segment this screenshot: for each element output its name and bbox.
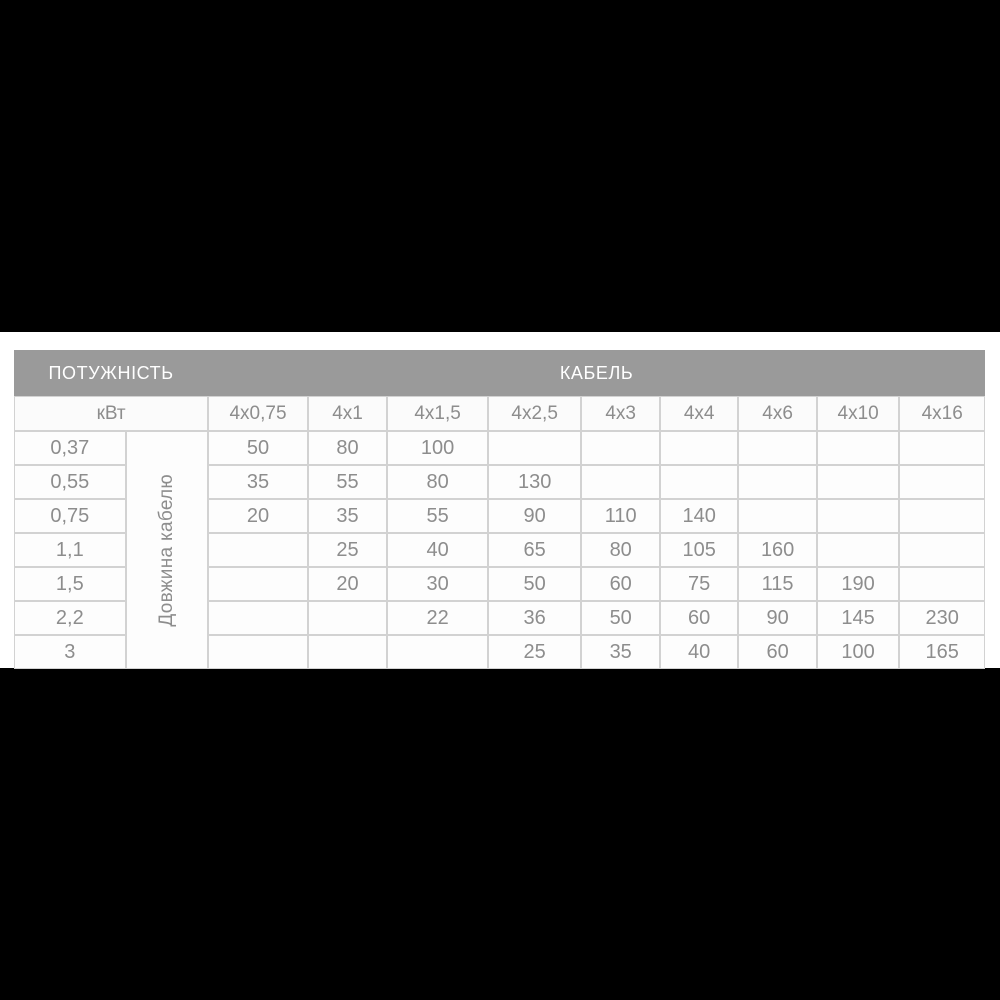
sub-header-cable-4: 4х3 (581, 396, 660, 431)
content-band: ПОТУЖНІСТЬ КАБЕЛЬ кВт 4х0,75 4х1 4х1,5 4… (0, 332, 1000, 669)
cell-4-3: 50 (487, 567, 582, 601)
cell-3-2: 40 (387, 533, 488, 567)
row-power-6: 3 (14, 635, 126, 669)
cell-6-2 (387, 635, 488, 669)
sub-header-row: кВт 4х0,75 4х1 4х1,5 4х2,5 4х3 4х4 4х6 4… (14, 396, 985, 431)
cell-1-3: 130 (487, 465, 582, 499)
cell-2-1: 35 (307, 499, 388, 533)
cell-4-6: 115 (738, 567, 817, 601)
row-power-1: 0,55 (14, 465, 126, 499)
table-row: 0,37 Довжина кабелю 50 80 100 (14, 431, 985, 669)
cell-3-1: 25 (307, 533, 388, 567)
cell-6-4: 35 (581, 635, 660, 669)
cell-5-6: 90 (738, 601, 817, 635)
cell-4-1: 20 (307, 567, 388, 601)
sub-header-cable-6: 4х6 (738, 396, 817, 431)
cell-1-0: 35 (208, 465, 308, 499)
cell-3-6: 160 (738, 533, 817, 567)
cell-2-4: 110 (581, 499, 660, 533)
cell-3-0 (208, 533, 308, 567)
table-body: 0,37 Довжина кабелю 50 80 100 (14, 431, 985, 669)
cell-6-8: 165 (899, 635, 985, 669)
cell-3-3: 65 (487, 533, 582, 567)
table-row: 0,75 20 35 55 90 110 140 (14, 499, 985, 533)
table-row: 2,2 22 36 50 60 90 145 230 (14, 601, 985, 635)
cell-4-8 (899, 567, 985, 601)
cell-3-7 (816, 533, 900, 567)
cell-2-0: 20 (208, 499, 308, 533)
row-power-2: 0,75 (14, 499, 126, 533)
group-header-cable: КАБЕЛЬ (208, 350, 985, 396)
cell-6-7: 100 (816, 635, 900, 669)
cell-0-2: 100 (387, 431, 488, 465)
cell-0-1: 80 (307, 431, 388, 465)
cell-0-4 (581, 431, 660, 465)
cell-1-6 (738, 465, 817, 499)
cell-1-5 (659, 465, 739, 499)
cell-0-0: 50 (208, 431, 308, 465)
cell-1-4 (581, 465, 660, 499)
cell-2-7 (816, 499, 900, 533)
cell-6-0 (208, 635, 308, 669)
table-row: 1,5 20 30 50 60 75 115 190 (14, 567, 985, 601)
cable-length-table-wrapper: ПОТУЖНІСТЬ КАБЕЛЬ кВт 4х0,75 4х1 4х1,5 4… (14, 350, 985, 669)
row-power-4: 1,5 (14, 567, 126, 601)
sub-header-cable-7: 4х10 (816, 396, 900, 431)
vertical-label-cell: Довжина кабелю (125, 431, 209, 669)
cell-2-8 (899, 499, 985, 533)
sub-header-power-unit: кВт (14, 396, 209, 431)
cell-5-3: 36 (487, 601, 582, 635)
vertical-label-inner: Довжина кабелю (127, 432, 208, 668)
cell-4-2: 30 (387, 567, 488, 601)
cell-6-3: 25 (487, 635, 582, 669)
cell-2-2: 55 (387, 499, 488, 533)
cell-3-4: 80 (581, 533, 660, 567)
row-power-5: 2,2 (14, 601, 126, 635)
vertical-label-text: Довжина кабелю (155, 473, 177, 627)
row-power-0: 0,37 (14, 431, 126, 465)
cell-5-2: 22 (387, 601, 488, 635)
cell-5-1 (307, 601, 388, 635)
cell-5-0 (208, 601, 308, 635)
cell-4-5: 75 (659, 567, 739, 601)
cell-2-5: 140 (659, 499, 739, 533)
cell-1-7 (816, 465, 900, 499)
cell-0-5 (659, 431, 739, 465)
cell-4-0 (208, 567, 308, 601)
cell-0-7 (816, 431, 900, 465)
cell-6-5: 40 (659, 635, 739, 669)
cell-0-6 (738, 431, 817, 465)
table-row: 3 25 35 40 60 100 165 (14, 635, 985, 669)
cell-5-5: 60 (659, 601, 739, 635)
cell-6-1 (307, 635, 388, 669)
cell-3-5: 105 (659, 533, 739, 567)
sub-header-cable-2: 4х1,5 (387, 396, 488, 431)
cell-2-6 (738, 499, 817, 533)
sub-header-cable-3: 4х2,5 (487, 396, 582, 431)
group-header-power: ПОТУЖНІСТЬ (14, 350, 209, 396)
cell-2-3: 90 (487, 499, 582, 533)
table-head: ПОТУЖНІСТЬ КАБЕЛЬ кВт 4х0,75 4х1 4х1,5 4… (14, 350, 985, 431)
cell-0-8 (899, 431, 985, 465)
sub-header-cable-0: 4х0,75 (208, 396, 308, 431)
cell-1-8 (899, 465, 985, 499)
table-row: 0,55 35 55 80 130 (14, 465, 985, 499)
table-row: 1,1 25 40 65 80 105 160 (14, 533, 985, 567)
sub-header-cable-1: 4х1 (307, 396, 388, 431)
cell-5-8: 230 (899, 601, 985, 635)
cable-length-table: ПОТУЖНІСТЬ КАБЕЛЬ кВт 4х0,75 4х1 4х1,5 4… (14, 350, 985, 669)
sub-header-cable-5: 4х4 (659, 396, 739, 431)
cell-4-4: 60 (581, 567, 660, 601)
cell-5-4: 50 (581, 601, 660, 635)
cell-5-7: 145 (816, 601, 900, 635)
cell-3-8 (899, 533, 985, 567)
cell-4-7: 190 (816, 567, 900, 601)
row-power-3: 1,1 (14, 533, 126, 567)
cell-1-1: 55 (307, 465, 388, 499)
cell-6-6: 60 (738, 635, 817, 669)
cell-0-3 (487, 431, 582, 465)
group-header-row: ПОТУЖНІСТЬ КАБЕЛЬ (14, 350, 985, 396)
sub-header-cable-8: 4х16 (899, 396, 985, 431)
cell-1-2: 80 (387, 465, 488, 499)
